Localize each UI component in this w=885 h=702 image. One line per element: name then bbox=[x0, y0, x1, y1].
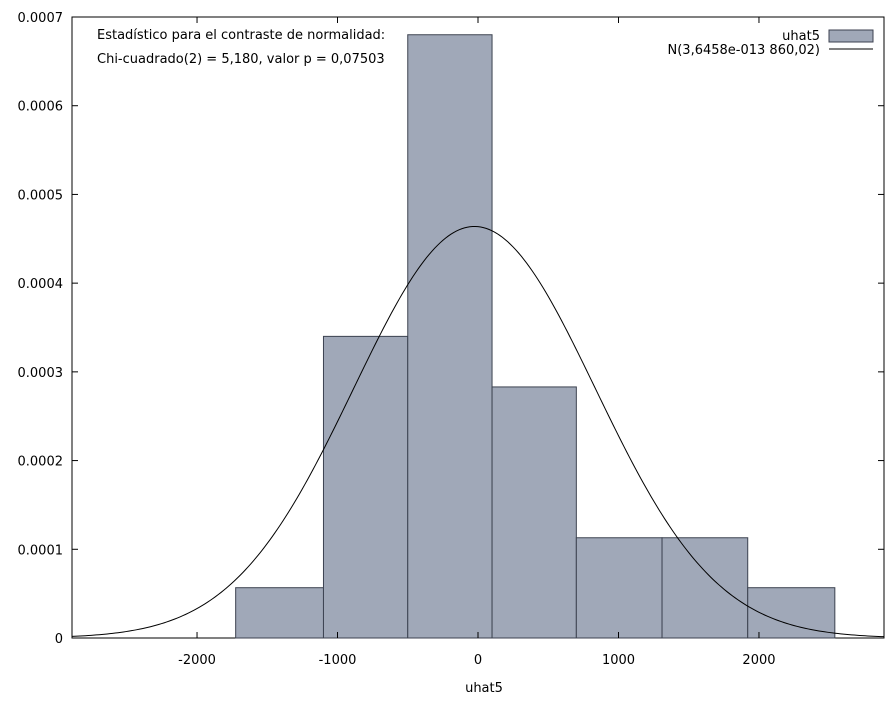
x-tick-label: 2000 bbox=[742, 653, 775, 668]
histogram-bar-5 bbox=[661, 537, 749, 639]
x-tick-label: -2000 bbox=[178, 653, 216, 668]
y-tick-label: 0.0004 bbox=[18, 277, 64, 292]
x-tick-label: 1000 bbox=[602, 653, 635, 668]
legend: uhat5 N(3,6458e-013 860,02) bbox=[668, 29, 874, 58]
y-tick-label: 0 bbox=[55, 632, 63, 647]
y-tick-label: 0.0006 bbox=[18, 100, 64, 115]
histogram-bar-3 bbox=[491, 386, 577, 639]
legend-label-curve: N(3,6458e-013 860,02) bbox=[668, 43, 820, 58]
histogram-bar-0 bbox=[235, 587, 324, 639]
x-axis-title: uhat5 bbox=[465, 681, 503, 696]
normal-density-curve bbox=[71, 225, 885, 638]
histogram-bar-1 bbox=[322, 335, 409, 639]
histogram-bar-2 bbox=[407, 34, 493, 639]
histogram-bars bbox=[235, 34, 836, 639]
axes: -2000 -1000 0 1000 2000 0 0.0001 0.0002 0.0003 0.… bbox=[18, 11, 884, 668]
histogram-bar-6 bbox=[747, 587, 836, 639]
annotation-line-2: Chi-cuadrado(2) = 5,180, valor p = 0,075… bbox=[97, 52, 385, 67]
legend-swatch-histogram bbox=[828, 29, 874, 43]
x-tick-label: -1000 bbox=[319, 653, 357, 668]
y-tick-label: 0.0005 bbox=[18, 188, 64, 203]
y-tick-label: 0.0001 bbox=[18, 543, 64, 558]
y-tick-label: 0.0002 bbox=[18, 455, 64, 470]
y-tick-label: 0.0007 bbox=[18, 11, 64, 26]
annotation-line-1: Estadístico para el contraste de normali… bbox=[97, 28, 385, 43]
x-tick-label: 0 bbox=[474, 653, 482, 668]
legend-label-histogram: uhat5 bbox=[782, 29, 820, 44]
y-tick-label: 0.0003 bbox=[18, 366, 64, 381]
histogram-bar-4 bbox=[575, 537, 663, 639]
